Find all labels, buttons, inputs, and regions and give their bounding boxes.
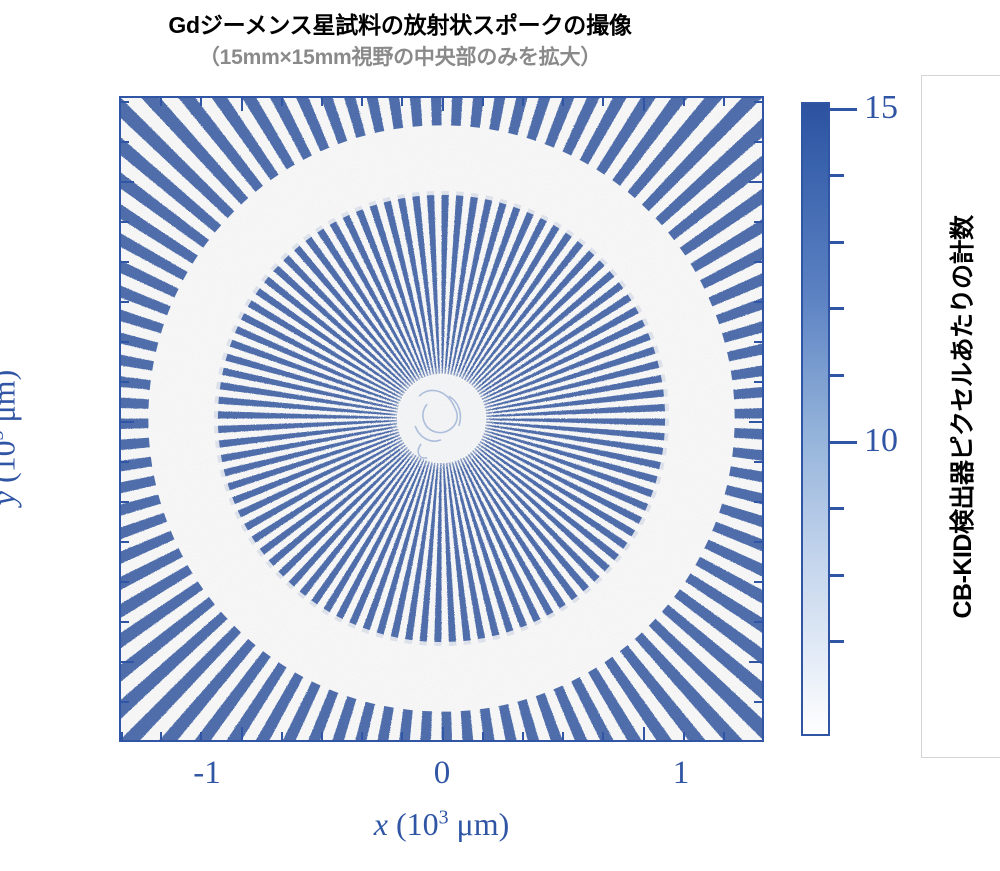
xtick-minor	[722, 732, 725, 740]
ytick-right-minor	[754, 460, 762, 463]
colorbar-tick-15	[830, 108, 857, 111]
ytick-minor	[121, 700, 129, 703]
ytick-minor	[121, 140, 129, 143]
xtick-top-minor	[521, 98, 524, 106]
colorbar-ticklabel-15: 15	[864, 89, 898, 126]
ytick-minor	[121, 260, 129, 263]
colorbar	[801, 102, 830, 736]
colorbar-tick-minor	[830, 374, 844, 377]
xtick-minor	[160, 732, 163, 740]
xtick-top-major	[642, 98, 645, 111]
ytick-right-major	[749, 420, 762, 423]
x-axis-exponent: 3	[438, 806, 449, 829]
y-axis-unit-open: (10	[0, 440, 22, 484]
ytick-major	[121, 180, 134, 183]
ytick-right-major	[749, 660, 762, 663]
ytick-right-minor	[754, 100, 762, 103]
plot-area	[119, 96, 764, 742]
page-title: Gdジーメンス星試料の放射状スポークの撮像	[168, 12, 632, 38]
xtick-minor	[121, 732, 123, 740]
colorbar-tick-minor	[830, 574, 844, 577]
colorbar-gradient	[803, 104, 828, 734]
xtick-major	[642, 727, 645, 740]
colorbar-tick-minor	[830, 640, 844, 643]
ytick-right-minor	[754, 741, 762, 743]
xtick-top-minor	[602, 98, 605, 106]
ytick-major	[121, 660, 134, 663]
ytick-right-minor	[754, 620, 762, 623]
xtick-minor	[280, 732, 283, 740]
x-axis-label: x (103 μm)	[119, 806, 764, 843]
xtick-top-minor	[320, 98, 323, 106]
ytick-minor	[121, 460, 129, 463]
colorbar-tick-10	[830, 441, 857, 444]
ytick-right-minor	[754, 500, 762, 503]
ytick-right-minor	[754, 220, 762, 223]
xtick-minor	[763, 732, 764, 740]
ytick-right-minor	[754, 700, 762, 703]
x-axis-variable: x	[373, 806, 388, 842]
xtick-minor	[200, 732, 203, 740]
ytick-right-minor	[754, 340, 762, 343]
ytick-minor	[121, 220, 129, 223]
xtick-major	[441, 727, 444, 740]
ytick-minor	[121, 620, 129, 623]
xtick-top-minor	[401, 98, 404, 106]
xtick-minor	[602, 732, 605, 740]
xtick-major	[240, 727, 243, 740]
xtick-minor	[481, 732, 484, 740]
x-axis-unit-open: (10	[387, 806, 439, 842]
xticklabel-0: 0	[433, 755, 451, 791]
ytick-major	[121, 420, 134, 423]
xtick-minor	[361, 732, 364, 740]
ytick-right-minor	[754, 260, 762, 263]
ytick-minor	[121, 741, 129, 743]
xtick-top-minor	[200, 98, 203, 106]
xtick-top-minor	[562, 98, 565, 106]
ytick-minor	[121, 540, 129, 543]
ytick-right-minor	[754, 540, 762, 543]
xtick-minor	[401, 732, 404, 740]
colorbar-label: CB-KID検出器ピクセルあたりの計数	[949, 215, 977, 618]
y-axis-variable: y	[0, 491, 22, 505]
ytick-right-minor	[754, 300, 762, 303]
xtick-top-minor	[361, 98, 364, 106]
xtick-top-minor	[763, 98, 764, 106]
ytick-right-minor	[754, 140, 762, 143]
xtick-minor	[521, 732, 524, 740]
xtick-top-minor	[682, 98, 685, 106]
colorbar-label-container: CB-KID検出器ピクセルあたりの計数	[921, 75, 1000, 758]
xtick-top-minor	[160, 98, 163, 106]
xtick-minor	[562, 732, 565, 740]
xtick-top-major	[441, 98, 444, 111]
y-axis-unit-close: μm)	[0, 369, 22, 423]
y-axis-exponent: 3	[0, 430, 8, 440]
xtick-top-minor	[280, 98, 283, 106]
colorbar-tick-minor	[830, 307, 844, 310]
ytick-right-major	[749, 180, 762, 183]
xticklabel-neg1: -1	[193, 755, 221, 791]
xtick-top-minor	[481, 98, 484, 106]
xtick-top-major	[240, 98, 243, 111]
x-axis-unit-close: μm)	[448, 806, 510, 842]
ytick-minor	[121, 380, 129, 383]
ytick-right-minor	[754, 580, 762, 583]
ytick-minor	[121, 300, 129, 303]
ytick-right-minor	[754, 380, 762, 383]
ytick-minor	[121, 340, 129, 343]
colorbar-tick-minor	[830, 174, 844, 177]
y-axis-label: y (103 μm)	[0, 115, 23, 760]
colorbar-tick-minor	[830, 507, 844, 510]
xticklabel-1: 1	[672, 755, 690, 791]
xtick-top-minor	[722, 98, 725, 106]
siemens-star-heatmap	[121, 98, 762, 740]
ytick-minor	[121, 500, 129, 503]
page-subtitle: （15mm×15mm視野の中央部のみを拡大）	[198, 46, 602, 69]
xtick-minor	[682, 732, 685, 740]
xtick-minor	[320, 732, 323, 740]
ytick-minor	[121, 580, 129, 583]
colorbar-ticklabel-10: 10	[864, 422, 898, 459]
colorbar-tick-minor	[830, 241, 844, 244]
ytick-minor	[121, 100, 129, 103]
